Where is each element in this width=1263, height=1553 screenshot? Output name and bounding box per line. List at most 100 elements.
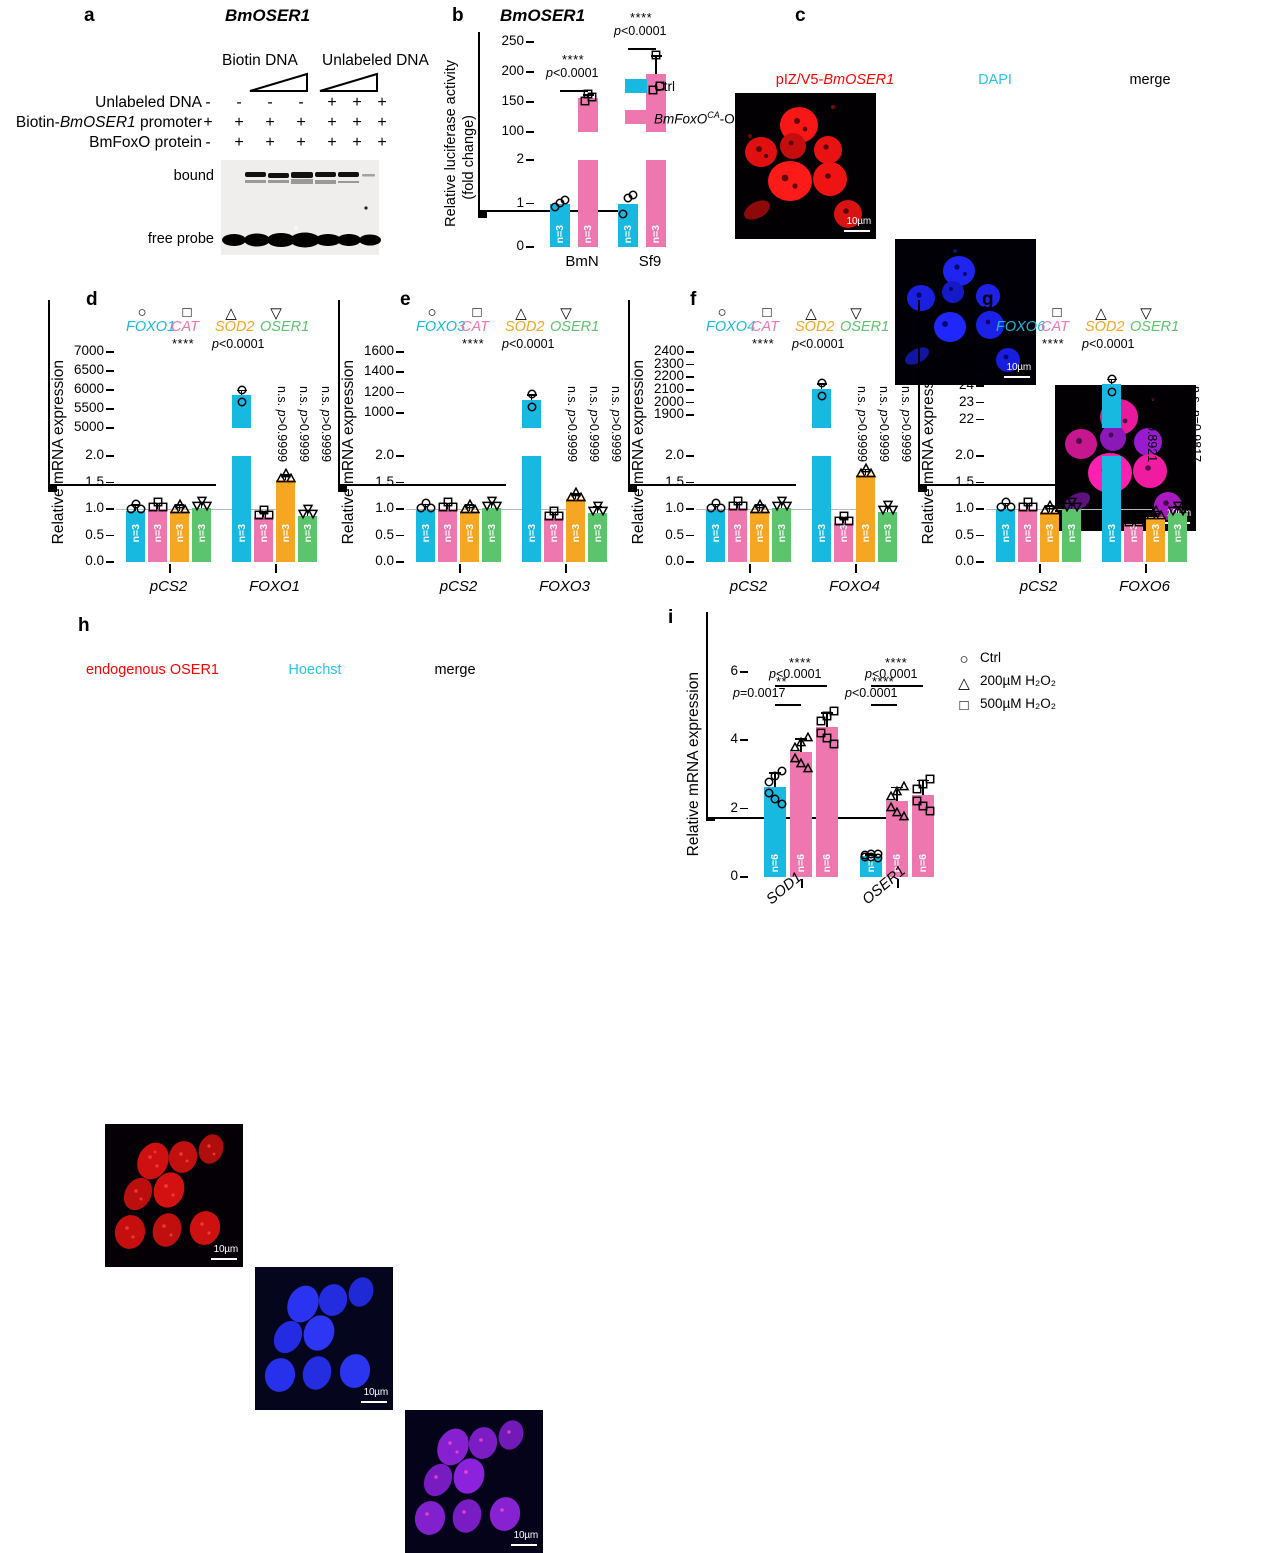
data-point-circle — [527, 402, 537, 412]
axis-cap-top — [338, 486, 347, 488]
tick-u-26 — [976, 351, 984, 353]
n-label: n=3 — [775, 523, 788, 542]
bar — [482, 507, 501, 562]
bar — [170, 510, 189, 562]
micrograph-h-hoechst: 10µm — [255, 1267, 393, 1410]
data-point-circle — [873, 849, 883, 859]
axis-break-cap-upper — [48, 488, 57, 490]
data-point-circle — [817, 391, 827, 401]
gene-label-OSER1: OSER1 — [840, 319, 890, 335]
error-bar-cap — [1151, 510, 1160, 513]
n-label: n=3 — [485, 523, 498, 542]
tick-label-l-2.0: 2.0 — [85, 447, 104, 462]
sig-stars-main: **** — [752, 336, 775, 351]
n-label: n=3 — [525, 523, 538, 542]
gene-symbol-OSER1: ▽ — [850, 305, 862, 322]
tick-4 — [740, 739, 748, 742]
data-point-triangle-up — [179, 503, 190, 514]
bar — [1040, 511, 1059, 562]
bar — [728, 507, 747, 562]
axis-cap-top — [48, 486, 57, 488]
bar-SOD1-0 — [764, 787, 786, 877]
sig-pvalue-i-2: p<0.0001 — [845, 686, 898, 701]
tick-lower-2 — [526, 159, 534, 161]
tick-l-0.5 — [396, 534, 404, 537]
bar-SOD1-2 — [816, 727, 838, 877]
data-point-circle — [126, 504, 136, 514]
error-bar-cap — [197, 501, 206, 504]
data-point-triangle-up — [169, 503, 180, 514]
bar — [1062, 509, 1081, 562]
n-label: n=3 — [441, 523, 454, 542]
error-bar — [1110, 378, 1113, 385]
tick-lower-1 — [526, 202, 534, 205]
data-point-circle — [237, 397, 247, 407]
symbol-r1-c6: + — [377, 114, 387, 131]
error-bar-cap — [865, 854, 877, 856]
panel-h-label-1: Hoechst — [288, 662, 342, 678]
scale-bar-h2 — [511, 1543, 537, 1546]
tick-label-4: 4 — [730, 731, 738, 747]
data-point-circle — [1107, 387, 1117, 397]
bar-tall-lower — [1102, 456, 1121, 562]
gene-label-CAT: CAT — [1041, 319, 1069, 335]
data-point-square — [1124, 517, 1134, 527]
data-point-square — [844, 516, 854, 526]
axis-cap-top — [918, 486, 927, 488]
gene-symbol-SOD2: △ — [805, 305, 817, 322]
n-label: n=6 — [795, 853, 807, 872]
gene-label-OSER1: OSER1 — [1130, 319, 1180, 335]
error-bar — [1070, 502, 1073, 509]
data-point-square — [554, 511, 564, 521]
tick-0 — [740, 876, 748, 878]
y-axis-upper — [628, 300, 630, 376]
figure-root: a BmOSER1 Biotin DNA Unlabeled DNA Unlab… — [16, 5, 1203, 1553]
data-point-circle — [136, 504, 146, 514]
data-point-circle — [873, 853, 883, 863]
group-label-1: FOXO4 — [829, 578, 880, 595]
legend-label-ctrl: Ctrl — [654, 79, 675, 94]
symbol-r0-c6: + — [377, 94, 387, 111]
tick-label-u-2400: 2400 — [653, 343, 684, 358]
gene-symbol-SOD2: △ — [1095, 305, 1107, 322]
n-label: n=3 — [554, 224, 566, 243]
ns-annotation-1: n.s. p=0.9871 — [1167, 386, 1181, 463]
sig-stars-main: **** — [462, 336, 485, 351]
bar — [544, 518, 563, 562]
group-tick-0 — [748, 564, 751, 573]
tick-label-u-1000: 1000 — [363, 403, 394, 419]
data-point-triangle-up — [789, 752, 800, 763]
data-point-square — [925, 806, 935, 816]
sig-stars-i-0: ** — [776, 674, 788, 690]
data-point-square — [655, 81, 665, 91]
error-bar-cap — [443, 502, 452, 505]
axis-break-cap-upper — [918, 488, 927, 490]
n-label: n=3 — [709, 523, 722, 542]
tick-6 — [740, 671, 748, 673]
bar-tall-lower — [522, 456, 541, 562]
tick-l-1.5 — [976, 481, 984, 484]
tick-l-2.0 — [106, 455, 114, 457]
data-point-square — [822, 711, 832, 721]
tick-u-5500 — [106, 408, 114, 410]
bar — [588, 512, 607, 562]
gene-label-CAT: CAT — [461, 319, 489, 335]
error-bar — [200, 501, 203, 508]
bar — [750, 510, 769, 562]
bar-treat-lower-BmN — [578, 160, 598, 247]
sig-line-1 — [628, 48, 656, 50]
group-label-1: FOXO6 — [1119, 578, 1170, 595]
panel-label-a: a — [84, 5, 95, 26]
data-point-triangle-up — [885, 790, 896, 801]
data-point-triangle-down — [1172, 501, 1183, 512]
group-tick-0 — [458, 564, 461, 573]
tick-u-1000 — [396, 411, 404, 414]
tick-u-1200 — [396, 391, 404, 394]
data-point-triangle-down — [486, 496, 497, 507]
ns-annotation-2: n.s. p>0.9999 — [319, 386, 333, 463]
panel-label-c: c — [795, 5, 806, 26]
error-bar-cap — [650, 55, 662, 57]
panel-h-label-2: merge — [434, 662, 476, 678]
gradient-wedge-unlabeled — [319, 72, 378, 92]
group-label-1: FOXO1 — [249, 578, 300, 595]
